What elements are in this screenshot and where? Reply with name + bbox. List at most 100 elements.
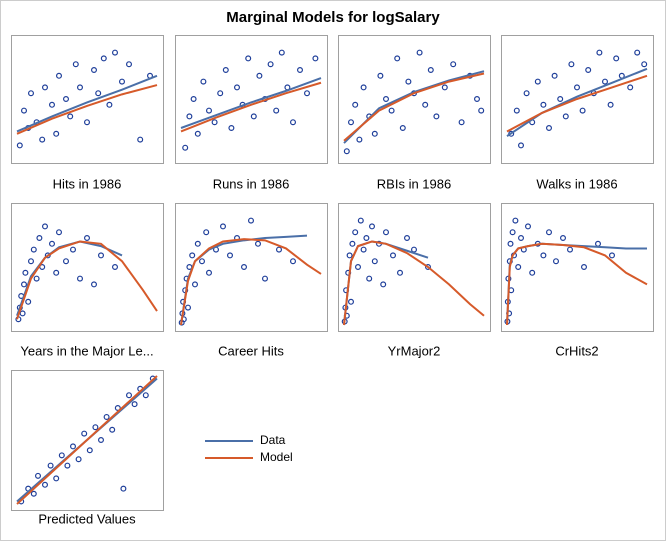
panel-frame — [501, 203, 654, 332]
point — [427, 66, 434, 73]
point — [390, 252, 397, 259]
point — [118, 78, 125, 85]
point — [72, 61, 79, 68]
point — [551, 72, 558, 79]
panel-frame — [11, 35, 164, 164]
point — [545, 229, 552, 236]
point — [371, 130, 378, 137]
model-line — [343, 240, 485, 326]
point — [304, 90, 311, 97]
point — [28, 90, 35, 97]
point — [194, 130, 201, 137]
legend-label: Model — [260, 450, 293, 464]
point — [349, 240, 356, 247]
x-axis-label: Career Hits — [218, 343, 284, 358]
point — [228, 124, 235, 131]
point — [343, 148, 350, 155]
point — [33, 275, 40, 282]
x-axis-label: Years in the Major Le... — [20, 343, 153, 358]
point — [75, 456, 82, 463]
panel-frame — [338, 35, 491, 164]
point — [383, 95, 390, 102]
chart-title: Marginal Models for logSalary — [226, 9, 440, 26]
point — [55, 72, 62, 79]
point — [634, 49, 641, 56]
point — [383, 229, 390, 236]
point — [190, 95, 197, 102]
point — [474, 95, 481, 102]
point — [227, 252, 234, 259]
legend-label: Data — [260, 433, 286, 447]
point — [62, 258, 69, 265]
point — [111, 49, 118, 56]
point — [529, 269, 536, 276]
point — [95, 90, 102, 97]
point — [250, 113, 257, 120]
point — [515, 264, 522, 271]
model-line — [343, 72, 485, 142]
point — [371, 258, 378, 265]
point — [441, 84, 448, 91]
point — [142, 392, 149, 399]
point — [28, 258, 35, 265]
point — [92, 424, 99, 431]
point — [47, 462, 54, 469]
point — [608, 252, 615, 259]
point — [194, 240, 201, 247]
model-line — [16, 240, 158, 320]
point — [601, 78, 608, 85]
point — [627, 84, 634, 91]
model-line — [180, 238, 322, 326]
point — [211, 119, 218, 126]
point — [109, 426, 116, 433]
point — [114, 405, 121, 412]
x-axis-label: Predicted Values — [38, 511, 136, 526]
point — [255, 240, 262, 247]
point — [356, 136, 363, 143]
point — [524, 223, 531, 230]
point — [86, 447, 93, 454]
point — [22, 269, 29, 276]
point — [278, 49, 285, 56]
point — [534, 78, 541, 85]
point — [262, 275, 269, 282]
point — [290, 119, 297, 126]
point — [83, 119, 90, 126]
point — [90, 66, 97, 73]
point — [573, 84, 580, 91]
panel-frame — [338, 203, 491, 332]
point — [523, 90, 530, 97]
point — [394, 55, 401, 62]
x-axis-label: CrHits2 — [555, 343, 598, 358]
point — [192, 281, 199, 288]
point — [256, 72, 263, 79]
point — [62, 95, 69, 102]
x-axis-label: RBIs in 1986 — [377, 176, 451, 191]
point — [53, 130, 60, 137]
point — [613, 55, 620, 62]
point — [41, 223, 48, 230]
point — [352, 101, 359, 108]
point — [267, 61, 274, 68]
point — [641, 61, 648, 68]
point — [273, 107, 280, 114]
point — [120, 485, 127, 492]
point — [580, 264, 587, 271]
model-line — [506, 74, 648, 133]
point — [69, 246, 76, 253]
point — [53, 269, 60, 276]
point — [41, 481, 48, 488]
point — [103, 413, 110, 420]
x-axis-label: Hits in 1986 — [53, 176, 122, 191]
point — [97, 437, 104, 444]
point — [276, 246, 283, 253]
point — [36, 235, 43, 242]
point — [450, 61, 457, 68]
point — [90, 281, 97, 288]
point — [566, 246, 573, 253]
point — [19, 310, 26, 317]
point — [34, 472, 41, 479]
point — [234, 84, 241, 91]
point — [363, 235, 370, 242]
